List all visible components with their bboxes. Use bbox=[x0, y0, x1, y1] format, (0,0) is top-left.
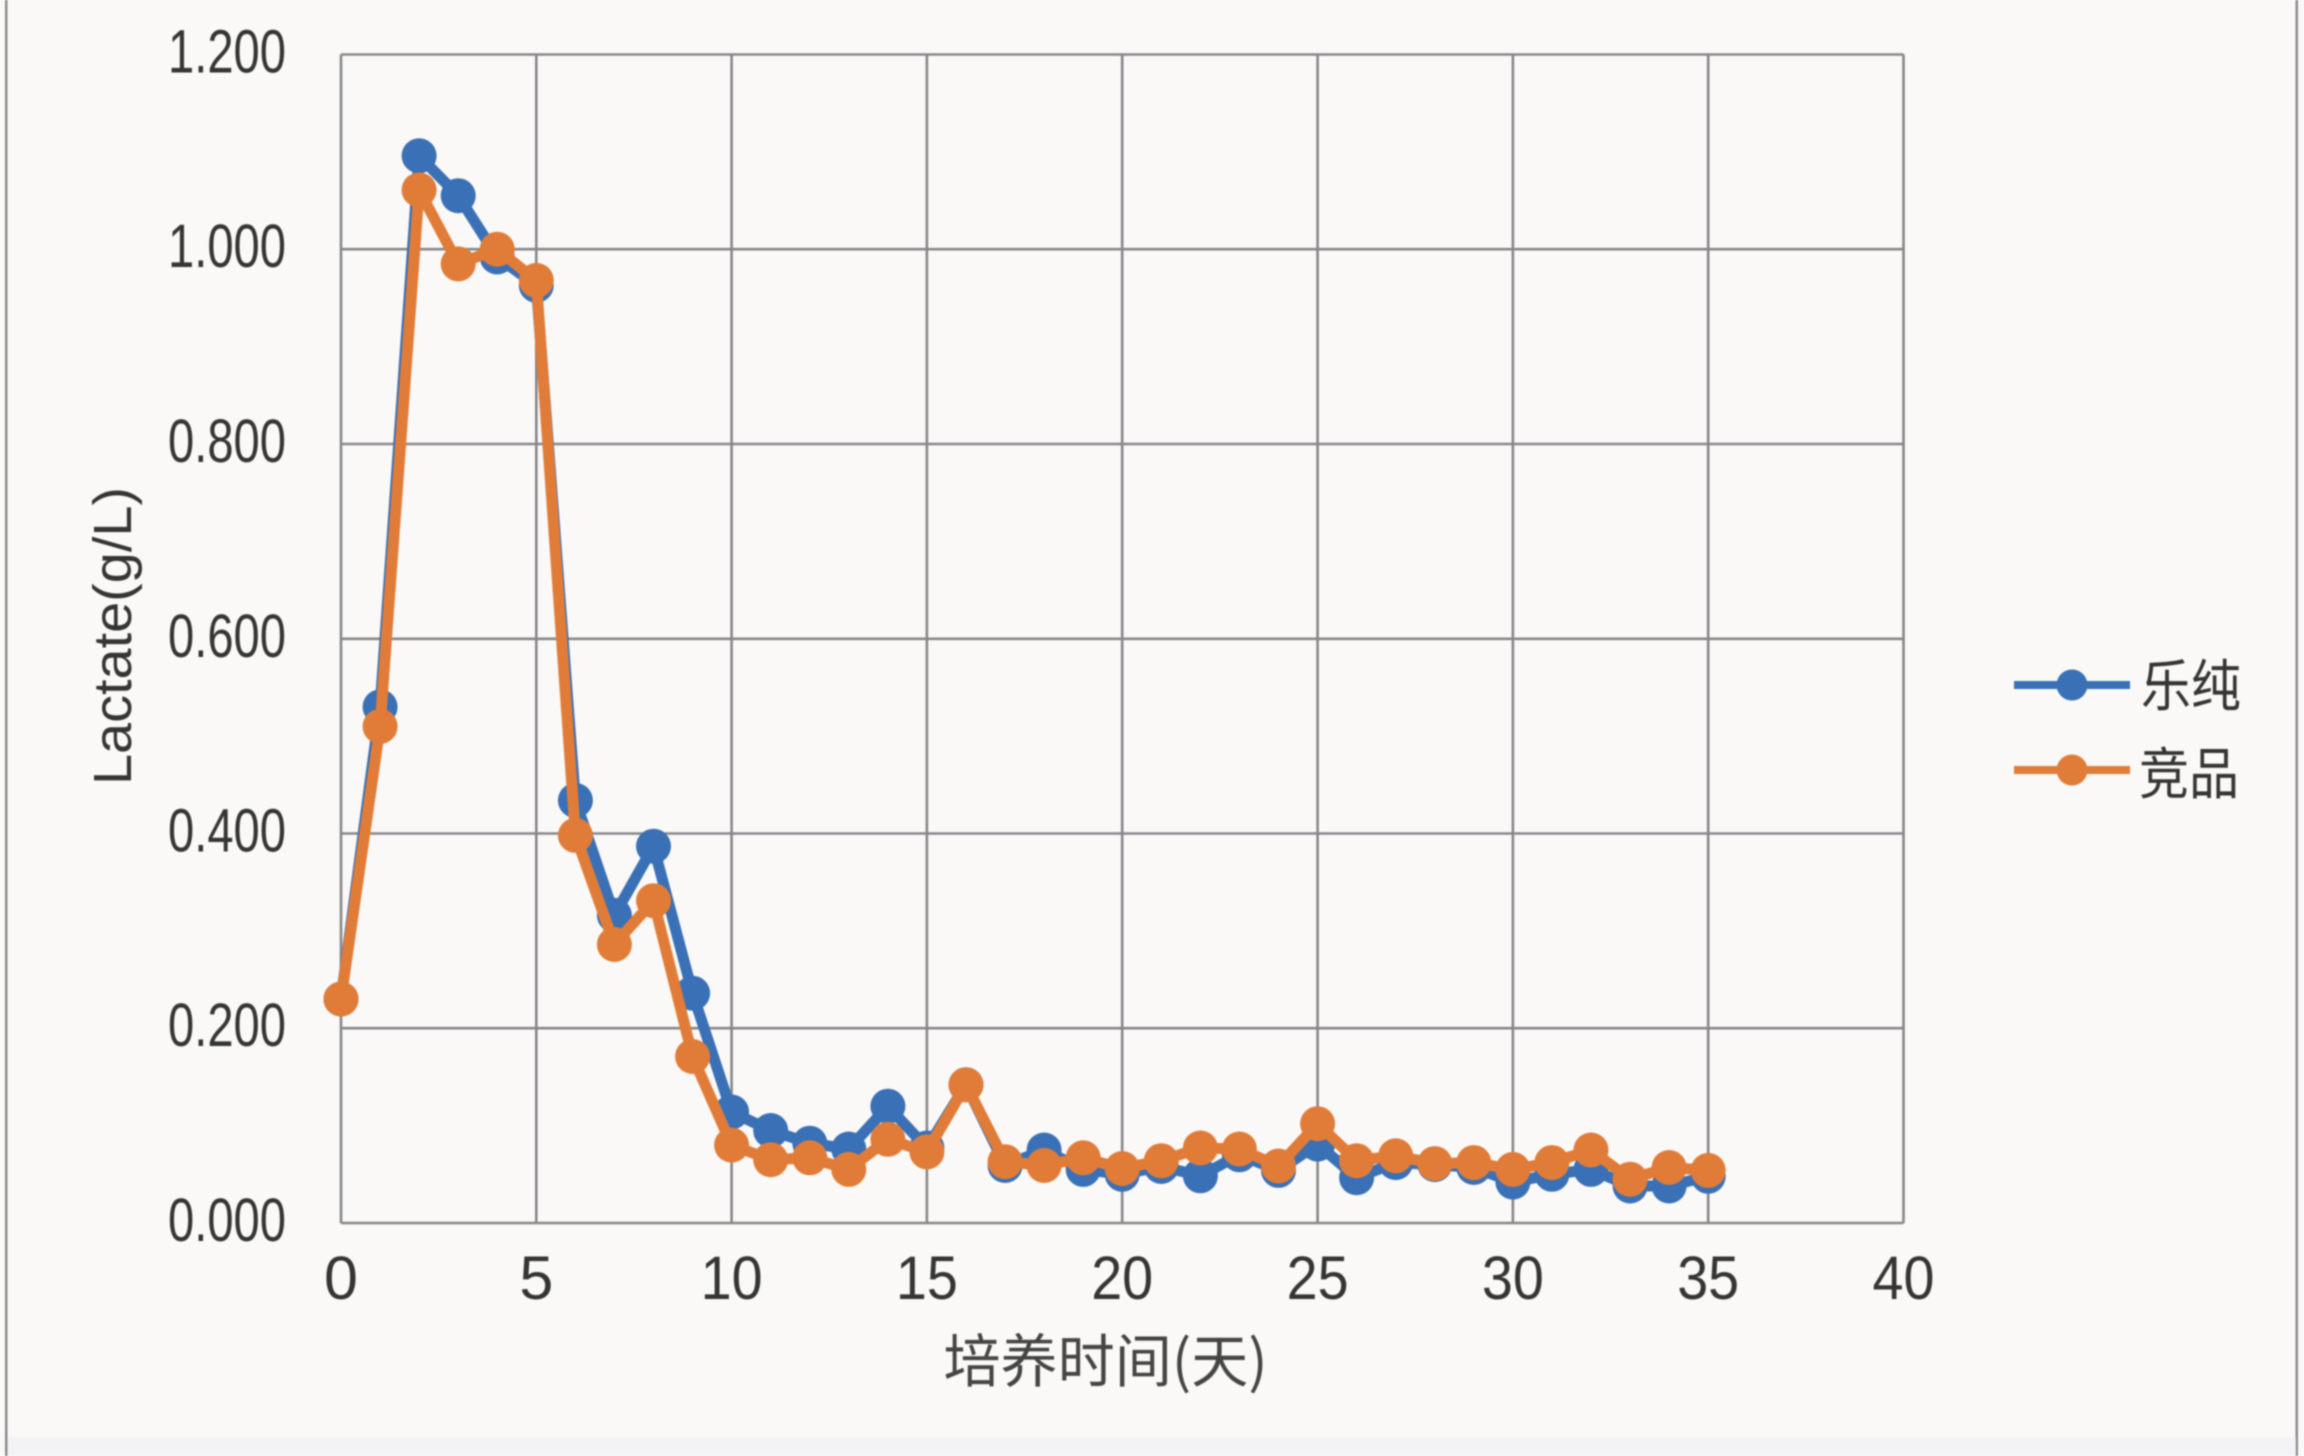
svg-text:0.400: 0.400 bbox=[168, 797, 286, 865]
svg-text:20: 20 bbox=[1091, 1244, 1153, 1312]
svg-text:10: 10 bbox=[701, 1244, 763, 1312]
svg-text:30: 30 bbox=[1482, 1244, 1544, 1312]
svg-text:25: 25 bbox=[1287, 1244, 1349, 1312]
svg-text:0.800: 0.800 bbox=[168, 407, 286, 475]
svg-text:35: 35 bbox=[1677, 1244, 1739, 1312]
svg-text:40: 40 bbox=[1873, 1244, 1935, 1312]
svg-text:0.600: 0.600 bbox=[168, 602, 286, 670]
svg-text:0: 0 bbox=[324, 1244, 358, 1312]
svg-text:1.000: 1.000 bbox=[168, 212, 286, 280]
svg-text:5: 5 bbox=[519, 1244, 553, 1312]
svg-text:1.200: 1.200 bbox=[168, 18, 286, 86]
svg-text:15: 15 bbox=[896, 1244, 958, 1312]
svg-text:0.000: 0.000 bbox=[168, 1186, 286, 1254]
svg-text:0.200: 0.200 bbox=[168, 991, 286, 1059]
svg-text:Lactate(g/L): Lactate(g/L) bbox=[83, 487, 143, 785]
